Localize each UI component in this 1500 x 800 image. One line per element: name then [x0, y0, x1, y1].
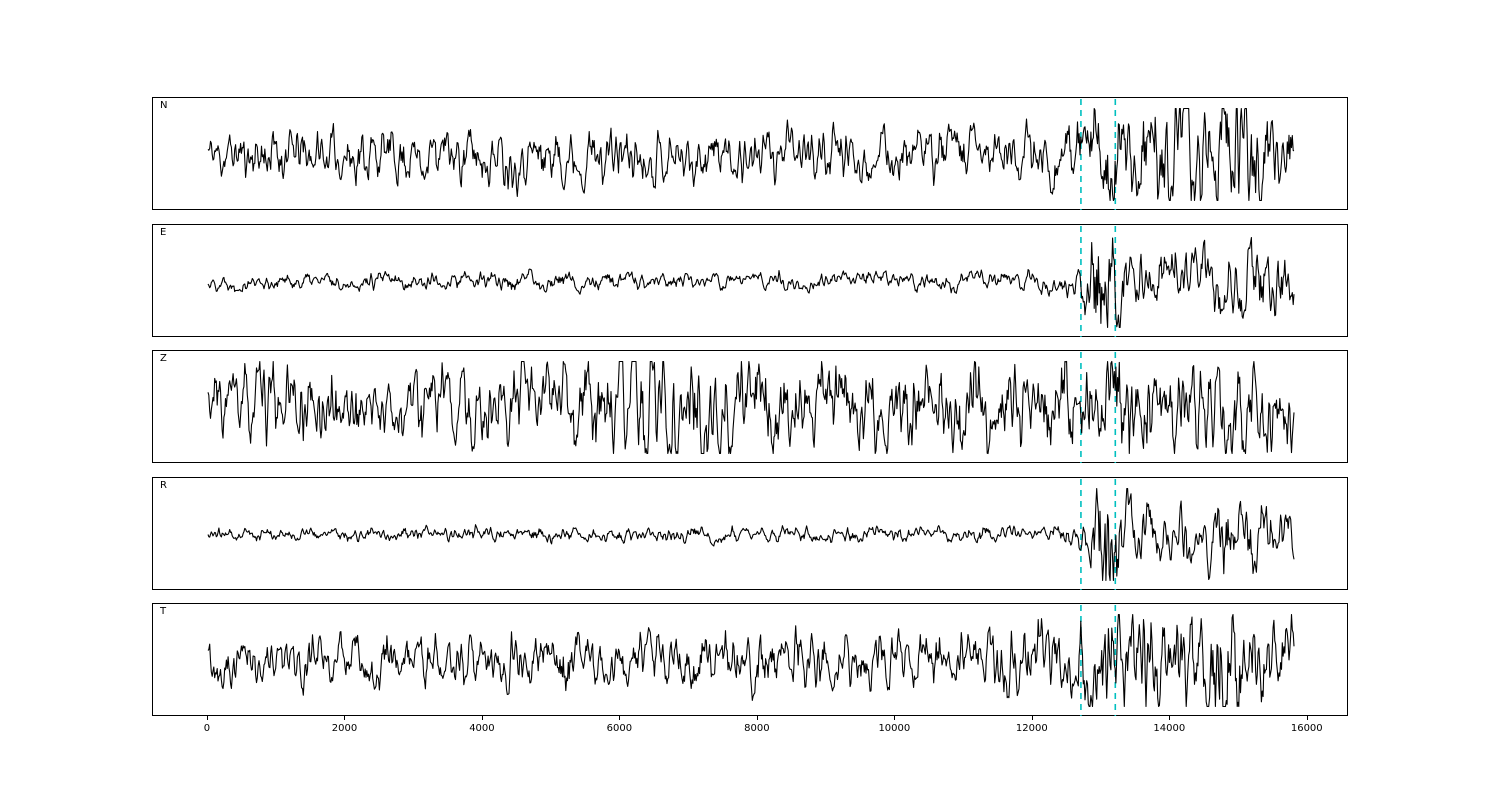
x-tick-mark: [206, 716, 208, 720]
trace-panel-T: T: [152, 603, 1348, 716]
x-tick-mark: [481, 716, 483, 720]
x-tick-mark: [1031, 716, 1033, 720]
trace-svg-N: [207, 99, 1295, 210]
x-tick-label: 6000: [606, 723, 633, 734]
trace-panel-R: R: [152, 476, 1348, 590]
trace-svg-R: [207, 478, 1295, 590]
waveform-trace-E: [207, 236, 1295, 328]
waveform-trace-Z: [207, 360, 1295, 455]
x-axis: 0 2000 4000 6000 8000 10000 12000 14000 16000: [152, 716, 1348, 742]
x-tick-label: 2000: [331, 723, 358, 734]
waveform-trace-R: [207, 487, 1295, 581]
x-tick-mark: [1169, 716, 1171, 720]
x-tick-label: 12000: [1015, 723, 1048, 734]
trace-panel-E: E: [152, 223, 1348, 337]
panel-label-Z: Z: [160, 353, 167, 364]
x-tick-mark: [1306, 716, 1308, 720]
x-tick-mark: [894, 716, 896, 720]
x-tick-label: 14000: [1153, 723, 1186, 734]
panel-label-E: E: [160, 226, 167, 238]
trace-svg-Z: [207, 352, 1295, 463]
x-tick-mark: [756, 716, 758, 720]
trace-svg-T: [207, 605, 1295, 716]
waveform-trace-N: [207, 107, 1295, 202]
trace-panel-N: N: [152, 97, 1348, 210]
x-tick-mark: [619, 716, 621, 720]
x-tick-label: 8000: [744, 723, 770, 734]
trace-svg-E: [207, 225, 1295, 337]
waveform-trace-T: [207, 613, 1295, 708]
x-tick-label: 0: [203, 723, 211, 734]
x-tick-label: 16000: [1290, 723, 1323, 734]
panel-label-T: T: [160, 606, 167, 617]
x-tick-label: 4000: [469, 723, 495, 734]
x-tick-mark: [344, 716, 346, 720]
panel-label-R: R: [160, 479, 167, 491]
trace-panel-Z: Z: [152, 350, 1348, 463]
panel-label-N: N: [160, 100, 168, 111]
x-tick-label: 10000: [878, 723, 911, 734]
